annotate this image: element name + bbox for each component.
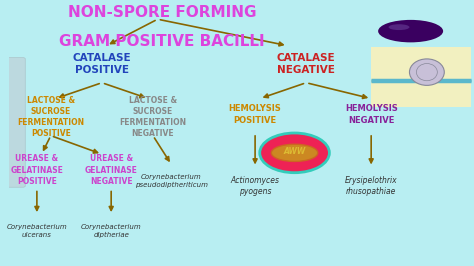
- Text: NON-SPORE FORMING: NON-SPORE FORMING: [68, 5, 256, 20]
- Text: GRAM POSITIVE BACILLI: GRAM POSITIVE BACILLI: [59, 34, 265, 49]
- Text: UREASE &
GELATINASE
POSITIVE: UREASE & GELATINASE POSITIVE: [10, 155, 64, 186]
- Text: HEMOLYSIS
NEGATIVE: HEMOLYSIS NEGATIVE: [345, 105, 398, 124]
- Text: UREASE &
GELATINASE
NEGATIVE: UREASE & GELATINASE NEGATIVE: [85, 155, 137, 186]
- Bar: [371, 47, 471, 107]
- Ellipse shape: [378, 20, 443, 42]
- Text: LACTOSE &
SUCROSE
FERMENTATION
NEGATIVE: LACTOSE & SUCROSE FERMENTATION NEGATIVE: [119, 96, 186, 138]
- Ellipse shape: [389, 24, 410, 30]
- Text: HEMOLYSIS
POSITIVE: HEMOLYSIS POSITIVE: [229, 105, 282, 124]
- Text: Corynebacterium
pseudodiptheriticum: Corynebacterium pseudodiptheriticum: [135, 174, 208, 188]
- Text: CATALASE
NEGATIVE: CATALASE NEGATIVE: [277, 53, 336, 75]
- Text: Corynebacterium
diptheriae: Corynebacterium diptheriae: [81, 224, 142, 238]
- Ellipse shape: [271, 144, 318, 161]
- Text: Erysipelothrix
rhusopathiae: Erysipelothrix rhusopathiae: [345, 176, 398, 196]
- Text: Actinomyces
pyogens: Actinomyces pyogens: [230, 176, 280, 196]
- Ellipse shape: [410, 59, 444, 85]
- Text: CATALASE
POSITIVE: CATALASE POSITIVE: [73, 53, 131, 75]
- Text: Corynebacterium
ulcerans: Corynebacterium ulcerans: [7, 224, 67, 238]
- Circle shape: [260, 133, 329, 173]
- Text: LACTOSE &
SUCROSE
FERMENTATION
POSITIVE: LACTOSE & SUCROSE FERMENTATION POSITIVE: [17, 96, 84, 138]
- Text: AWW: AWW: [283, 147, 306, 156]
- FancyBboxPatch shape: [2, 57, 25, 187]
